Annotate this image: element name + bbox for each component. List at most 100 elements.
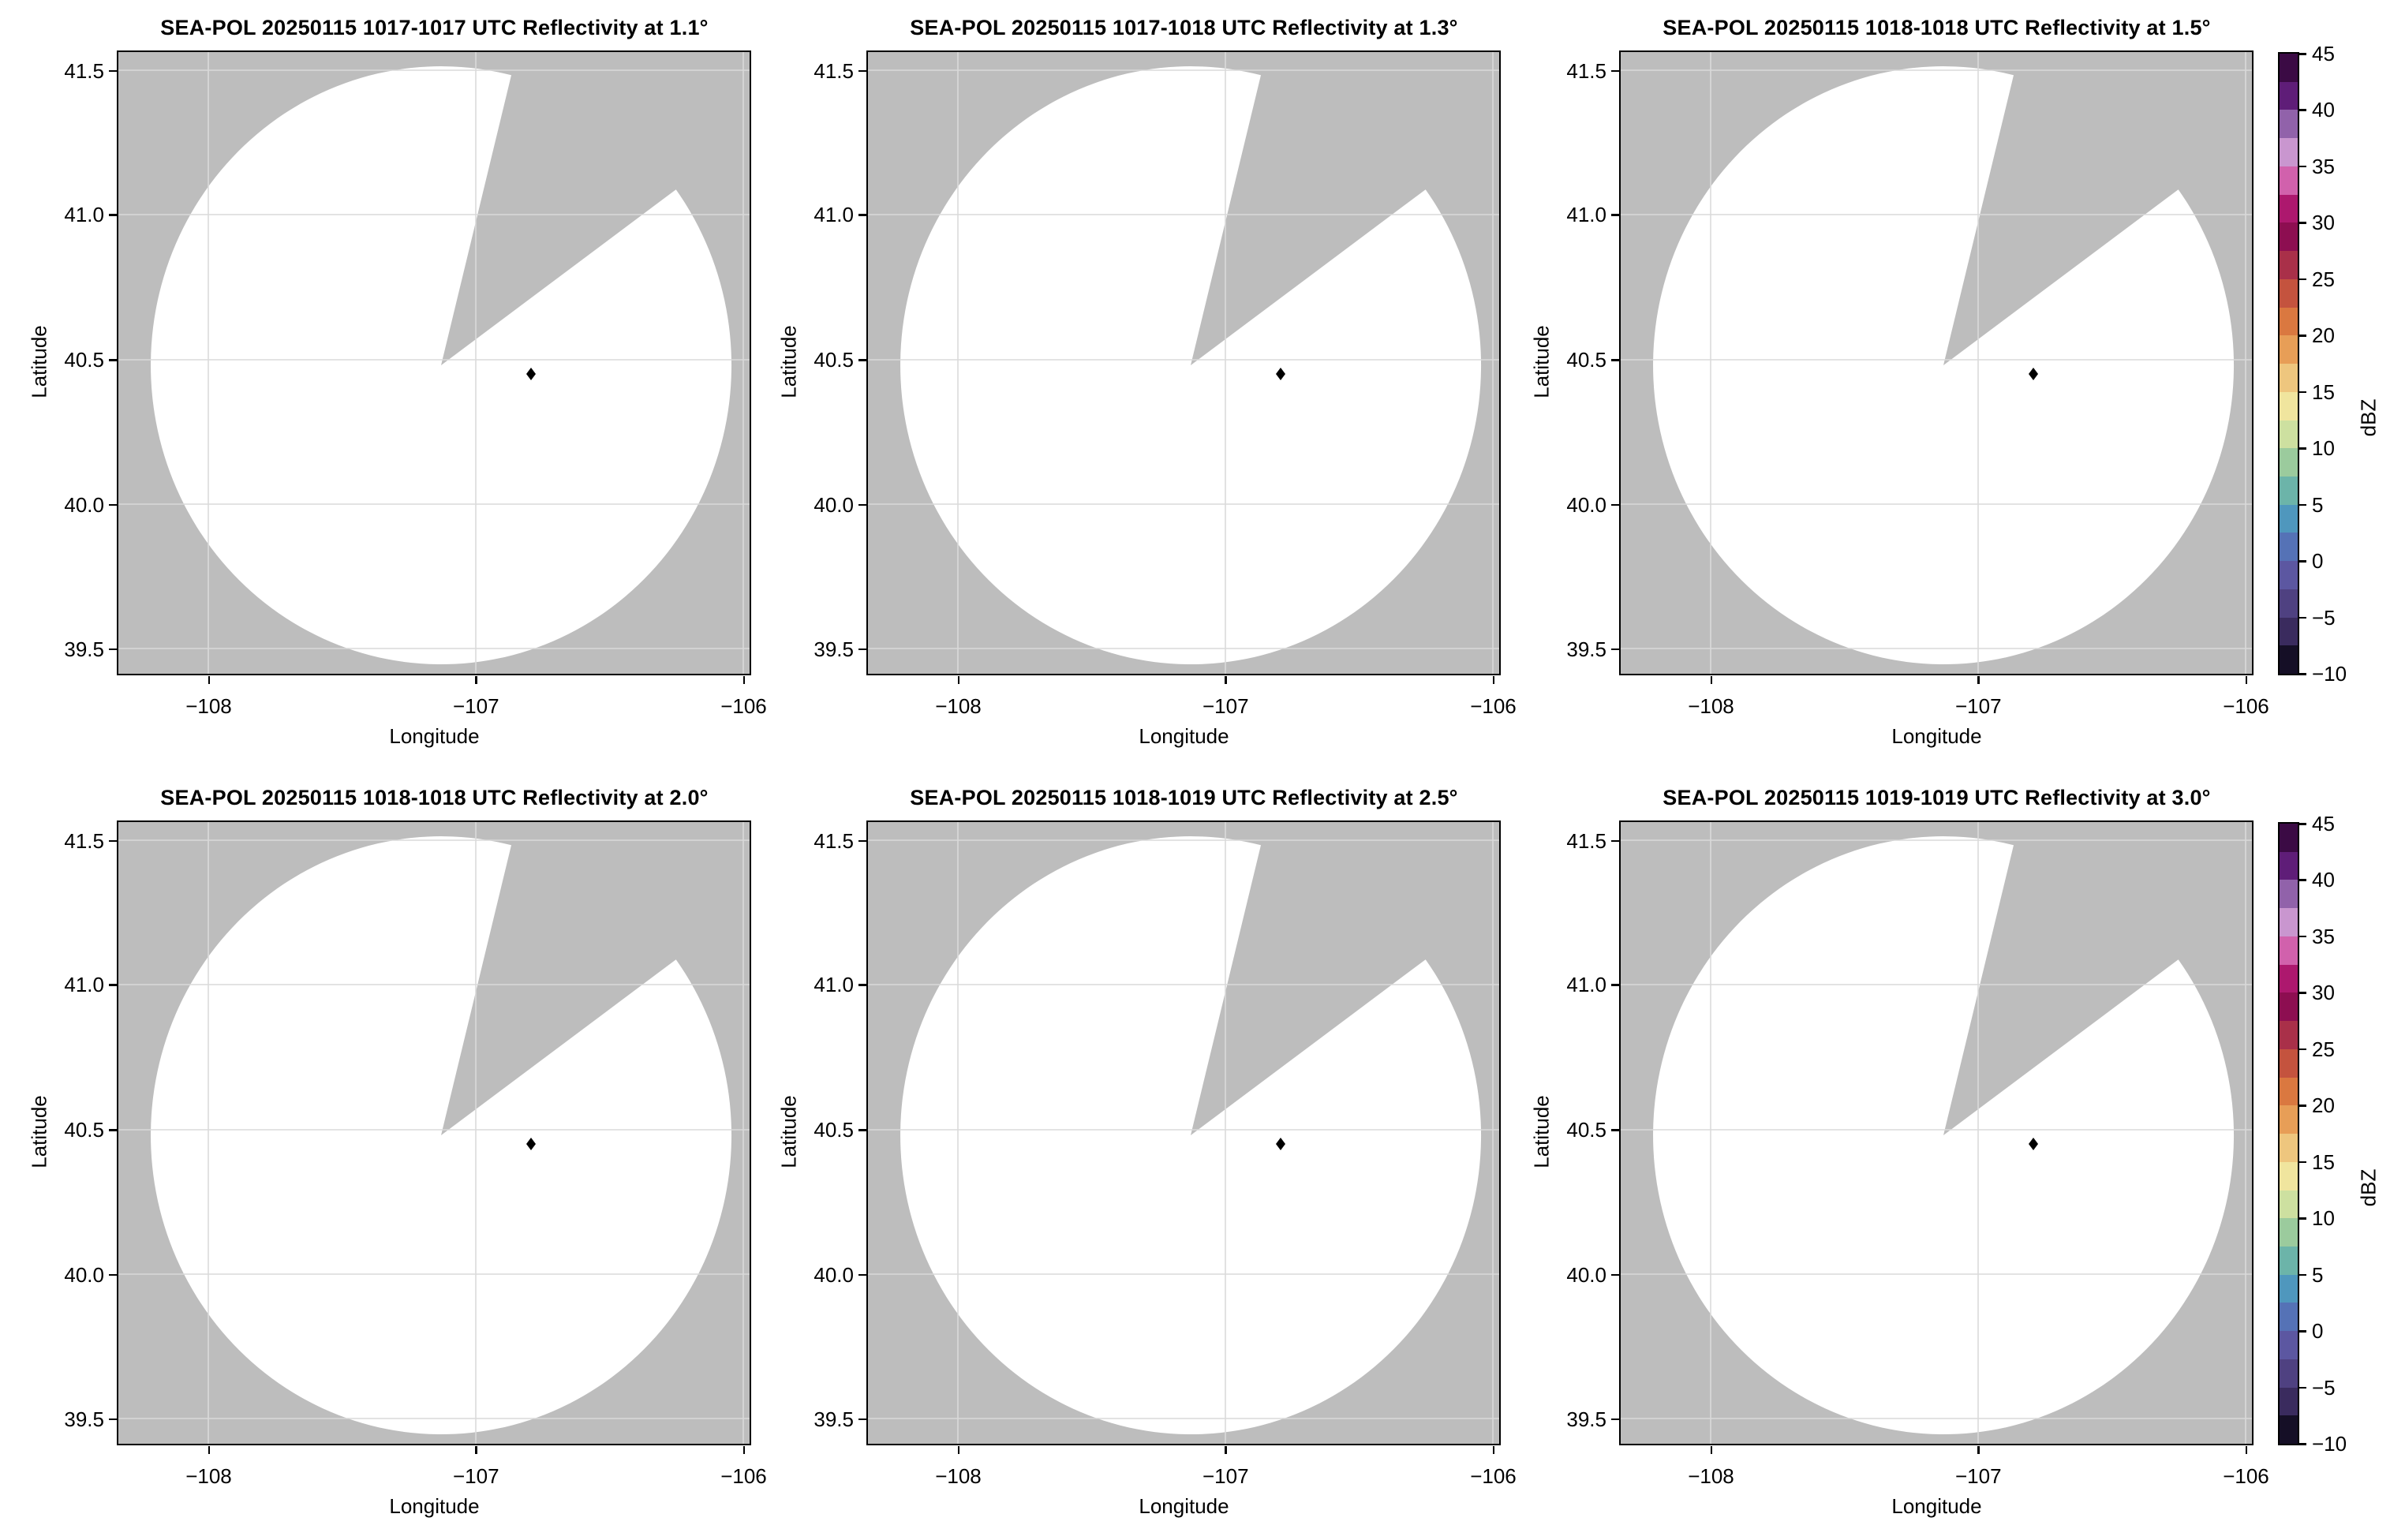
radar-coverage-area (900, 836, 1482, 1435)
colorbar-tick-label: −5 (2312, 1375, 2336, 1400)
colorbar-band (2280, 645, 2298, 675)
radar-coverage-area (1653, 836, 2235, 1435)
colorbar-tick-mark (2299, 935, 2306, 938)
colorbar-tick-mark (2299, 992, 2306, 994)
x-tick-mark (742, 1446, 745, 1454)
colorbar-tick-mark (2299, 165, 2306, 168)
gridlines (1621, 52, 2252, 674)
colorbar-tick-mark (2299, 109, 2306, 111)
x-tick-mark (1710, 676, 1712, 684)
colorbar-band (2280, 561, 2298, 589)
x-tick-label: −106 (1470, 694, 1517, 718)
colorbar-tick-label: 10 (2312, 1206, 2335, 1231)
colorbar-axis-label: dBZ (2356, 1168, 2381, 1207)
x-tick-mark (1492, 676, 1494, 684)
colorbar-tick-mark (2299, 560, 2306, 563)
plot-title: SEA-POL 20250115 1017-1018 UTC Reflectiv… (910, 16, 1458, 39)
y-tick-mark (1611, 1273, 1619, 1276)
colorbar-axis-label: dBZ (2356, 398, 2381, 437)
y-tick-mark (109, 1273, 117, 1276)
y-tick-label: 40.0 (814, 492, 854, 517)
radar-coverage-area (1653, 66, 2235, 665)
x-tick-label: −106 (720, 694, 767, 718)
colorbar-band (2280, 936, 2298, 965)
x-tick-mark (1492, 1446, 1494, 1454)
y-tick-label: 39.5 (64, 637, 104, 661)
x-tick-label: −107 (1202, 1464, 1249, 1488)
gridlines (868, 52, 1499, 674)
colorbar-tick-mark (2299, 1105, 2306, 1107)
colorbar-tick-label: 0 (2312, 1319, 2324, 1344)
y-tick-mark (858, 359, 866, 361)
colorbar-tick-label: 5 (2312, 1262, 2324, 1287)
y-tick-mark (109, 1418, 117, 1420)
radar-panel: SEA-POL 20250115 1018-1018 UTC Reflectiv… (1530, 0, 2269, 770)
x-tick-label: −108 (935, 1464, 982, 1488)
colorbar-tick-mark (2299, 823, 2306, 825)
colorbar-band (2280, 138, 2298, 166)
colorbar-tick-label: 40 (2312, 868, 2335, 892)
radar-scan-svg (1621, 52, 2252, 674)
y-tick-mark (1611, 503, 1619, 506)
y-tick-label: 40.5 (1566, 348, 1606, 372)
colorbar-tick-label: −5 (2312, 605, 2336, 630)
map-area (1619, 820, 2254, 1445)
colorbar-band (2280, 1303, 2298, 1332)
colorbar-tick-mark (2299, 1443, 2306, 1445)
colorbar-band (2280, 1021, 2298, 1049)
colorbar-band (2280, 1247, 2298, 1275)
x-tick-label: −106 (2223, 1464, 2269, 1488)
colorbar-band (2280, 307, 2298, 336)
y-tick-mark (109, 984, 117, 986)
y-tick-mark (858, 839, 866, 842)
radar-scan-svg (868, 822, 1499, 1444)
y-tick-mark (109, 503, 117, 506)
radar-panel: SEA-POL 20250115 1017-1018 UTC Reflectiv… (777, 0, 1517, 770)
y-tick-mark (1611, 1418, 1619, 1420)
y-tick-label: 41.0 (814, 203, 854, 227)
x-tick-mark (208, 1446, 210, 1454)
y-tick-mark (1611, 648, 1619, 650)
y-tick-label: 41.5 (1566, 58, 1606, 83)
y-tick-label: 40.0 (64, 492, 104, 517)
colorbar-tick-label: 15 (2312, 379, 2335, 404)
radar-site-marker (2029, 368, 2038, 380)
y-tick-label: 41.0 (1566, 203, 1606, 227)
y-tick-label: 41.5 (64, 828, 104, 853)
x-tick-mark (475, 676, 477, 684)
x-tick-label: −107 (1955, 1464, 2002, 1488)
colorbar-band (2280, 194, 2298, 223)
x-tick-mark (1977, 676, 1980, 684)
x-tick-label: −108 (1688, 1464, 1734, 1488)
y-tick-mark (109, 69, 117, 72)
radar-scan-svg (118, 52, 750, 674)
x-axis-label: Longitude (1139, 724, 1229, 748)
colorbar-band (2280, 504, 2298, 533)
colorbar-band (2280, 992, 2298, 1022)
y-tick-label: 41.5 (814, 828, 854, 853)
y-tick-label: 41.5 (1566, 828, 1606, 853)
x-tick-label: −106 (1470, 1464, 1517, 1488)
radar-coverage-area (151, 836, 732, 1435)
x-tick-label: −106 (720, 1464, 767, 1488)
y-tick-label: 40.5 (1566, 1118, 1606, 1142)
radar-site-marker (1276, 1138, 1285, 1150)
y-tick-label: 39.5 (64, 1407, 104, 1431)
x-tick-mark (1710, 1446, 1712, 1454)
colorbar-tick-label: 35 (2312, 154, 2335, 178)
colorbar-band (2280, 589, 2298, 618)
colorbar-band (2280, 1134, 2298, 1162)
colorbar-band (2280, 1048, 2298, 1078)
plot-title: SEA-POL 20250115 1018-1018 UTC Reflectiv… (1663, 16, 2211, 39)
y-tick-label: 40.0 (814, 1262, 854, 1287)
y-tick-mark (109, 214, 117, 216)
y-tick-mark (858, 69, 866, 72)
y-tick-mark (1611, 359, 1619, 361)
x-axis-label: Longitude (389, 1494, 480, 1518)
x-tick-mark (957, 676, 959, 684)
colorbar-band (2280, 1415, 2298, 1445)
x-tick-mark (1225, 676, 1227, 684)
y-tick-mark (858, 984, 866, 986)
colorbar-band (2280, 477, 2298, 505)
colorbar-band (2280, 110, 2298, 139)
